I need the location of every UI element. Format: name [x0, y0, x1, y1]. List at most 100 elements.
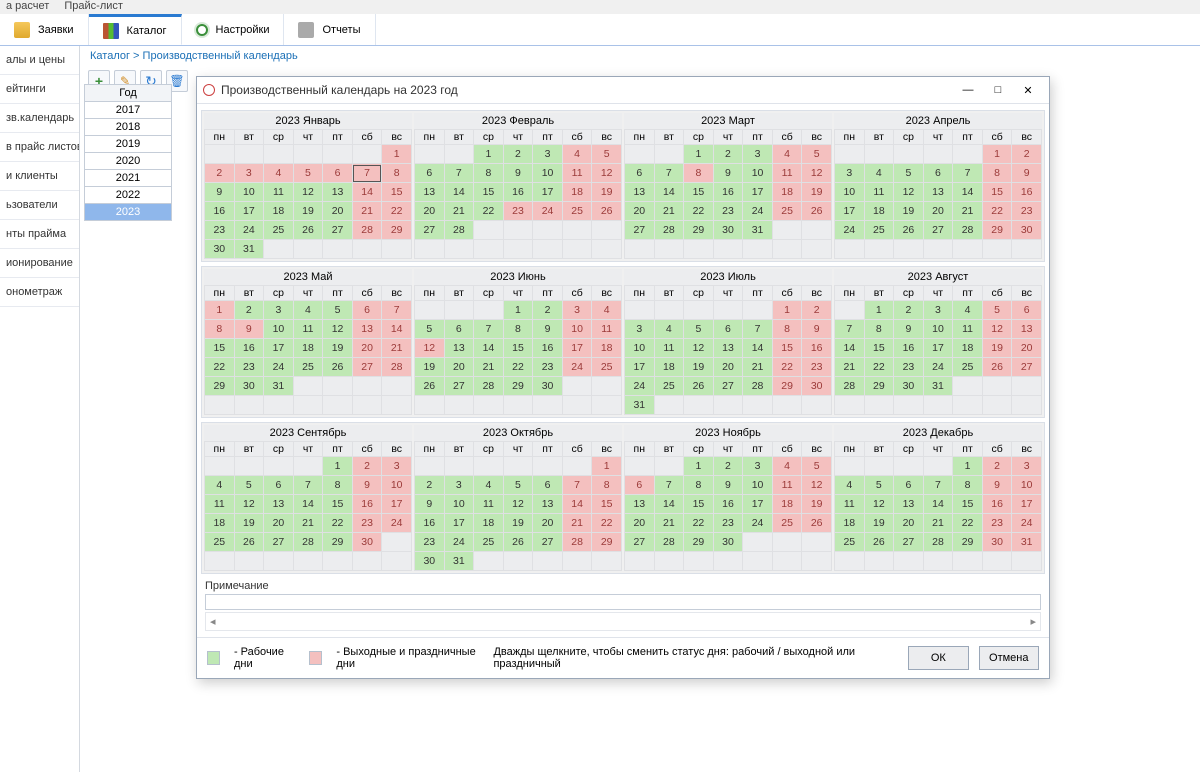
day-cell[interactable]: 24	[743, 202, 773, 221]
day-cell[interactable]: 5	[802, 457, 832, 476]
day-cell[interactable]: 15	[474, 183, 504, 202]
day-cell[interactable]: 1	[684, 457, 714, 476]
day-cell[interactable]: 20	[1012, 339, 1042, 358]
day-cell[interactable]: 29	[323, 533, 353, 552]
day-cell[interactable]: 28	[444, 221, 474, 240]
day-cell[interactable]: 18	[835, 514, 865, 533]
day-cell[interactable]: 24	[562, 358, 592, 377]
day-cell[interactable]: 3	[444, 476, 474, 495]
day-cell[interactable]: 6	[323, 164, 353, 183]
day-cell[interactable]: 11	[293, 320, 323, 339]
day-cell[interactable]: 6	[264, 476, 294, 495]
day-cell[interactable]: 9	[352, 476, 382, 495]
day-cell[interactable]: 5	[864, 476, 894, 495]
day-cell[interactable]: 2	[802, 301, 832, 320]
day-cell[interactable]: 21	[654, 514, 684, 533]
day-cell[interactable]: 4	[592, 301, 622, 320]
day-cell[interactable]: 3	[264, 301, 294, 320]
day-cell[interactable]: 8	[323, 476, 353, 495]
year-row[interactable]: 2021	[84, 170, 172, 187]
day-cell[interactable]: 23	[234, 358, 264, 377]
day-cell[interactable]: 22	[864, 358, 894, 377]
day-cell[interactable]: 14	[382, 320, 412, 339]
day-cell[interactable]: 13	[625, 495, 655, 514]
day-cell[interactable]: 28	[835, 377, 865, 396]
day-cell[interactable]: 12	[415, 339, 445, 358]
day-cell[interactable]: 22	[474, 202, 504, 221]
day-cell[interactable]: 25	[953, 358, 983, 377]
day-cell[interactable]: 11	[772, 164, 802, 183]
day-cell[interactable]: 20	[264, 514, 294, 533]
day-cell[interactable]: 20	[533, 514, 563, 533]
day-cell[interactable]: 7	[654, 164, 684, 183]
day-cell[interactable]: 19	[415, 358, 445, 377]
day-cell[interactable]: 24	[923, 358, 953, 377]
year-row[interactable]: 2019	[84, 136, 172, 153]
day-cell[interactable]: 28	[743, 377, 773, 396]
breadcrumb-root[interactable]: Каталог	[90, 50, 130, 62]
day-cell[interactable]: 28	[654, 533, 684, 552]
day-cell[interactable]: 4	[835, 476, 865, 495]
day-cell[interactable]: 3	[625, 320, 655, 339]
day-cell[interactable]: 30	[1012, 221, 1042, 240]
day-cell[interactable]: 16	[1012, 183, 1042, 202]
day-cell[interactable]: 18	[654, 358, 684, 377]
day-cell[interactable]: 24	[234, 221, 264, 240]
main-tab-Настройки[interactable]: Настройки	[182, 14, 285, 45]
day-cell[interactable]: 1	[205, 301, 235, 320]
note-input[interactable]	[205, 594, 1041, 610]
day-cell[interactable]: 26	[592, 202, 622, 221]
day-cell[interactable]: 8	[503, 320, 533, 339]
day-cell[interactable]: 23	[802, 358, 832, 377]
day-cell[interactable]: 8	[592, 476, 622, 495]
day-cell[interactable]: 26	[982, 358, 1012, 377]
day-cell[interactable]: 4	[864, 164, 894, 183]
day-cell[interactable]: 11	[953, 320, 983, 339]
day-cell[interactable]: 20	[415, 202, 445, 221]
day-cell[interactable]: 22	[592, 514, 622, 533]
day-cell[interactable]: 29	[503, 377, 533, 396]
day-cell[interactable]: 11	[205, 495, 235, 514]
day-cell[interactable]: 10	[743, 476, 773, 495]
day-cell[interactable]: 17	[835, 202, 865, 221]
day-cell[interactable]: 11	[835, 495, 865, 514]
sidebar-item[interactable]: ейтинги	[0, 75, 79, 104]
day-cell[interactable]: 6	[1012, 301, 1042, 320]
day-cell[interactable]: 15	[982, 183, 1012, 202]
day-cell[interactable]: 1	[382, 145, 412, 164]
day-cell[interactable]: 30	[982, 533, 1012, 552]
day-cell[interactable]: 9	[894, 320, 924, 339]
sidebar-item[interactable]: нты прайма	[0, 220, 79, 249]
day-cell[interactable]: 15	[684, 495, 714, 514]
day-cell[interactable]: 13	[323, 183, 353, 202]
day-cell[interactable]: 20	[323, 202, 353, 221]
day-cell[interactable]: 12	[802, 164, 832, 183]
day-cell[interactable]: 24	[1012, 514, 1042, 533]
day-cell[interactable]: 22	[205, 358, 235, 377]
day-cell[interactable]: 4	[654, 320, 684, 339]
day-cell[interactable]: 5	[293, 164, 323, 183]
day-cell[interactable]: 11	[474, 495, 504, 514]
day-cell[interactable]: 2	[982, 457, 1012, 476]
day-cell[interactable]: 27	[352, 358, 382, 377]
day-cell[interactable]: 25	[264, 221, 294, 240]
minimize-button[interactable]: —	[953, 80, 983, 100]
day-cell[interactable]: 19	[894, 202, 924, 221]
day-cell[interactable]: 22	[503, 358, 533, 377]
day-cell[interactable]: 9	[982, 476, 1012, 495]
day-cell[interactable]: 16	[415, 514, 445, 533]
day-cell[interactable]: 27	[323, 221, 353, 240]
day-cell[interactable]: 20	[625, 514, 655, 533]
day-cell[interactable]: 7	[382, 301, 412, 320]
maximize-button[interactable]: □	[983, 80, 1013, 100]
day-cell[interactable]: 7	[654, 476, 684, 495]
day-cell[interactable]: 26	[234, 533, 264, 552]
day-cell[interactable]: 12	[234, 495, 264, 514]
day-cell[interactable]: 9	[802, 320, 832, 339]
day-cell[interactable]: 18	[264, 202, 294, 221]
day-cell[interactable]: 5	[592, 145, 622, 164]
day-cell[interactable]: 16	[533, 339, 563, 358]
day-cell[interactable]: 10	[264, 320, 294, 339]
day-cell[interactable]: 8	[684, 476, 714, 495]
day-cell[interactable]: 21	[923, 514, 953, 533]
